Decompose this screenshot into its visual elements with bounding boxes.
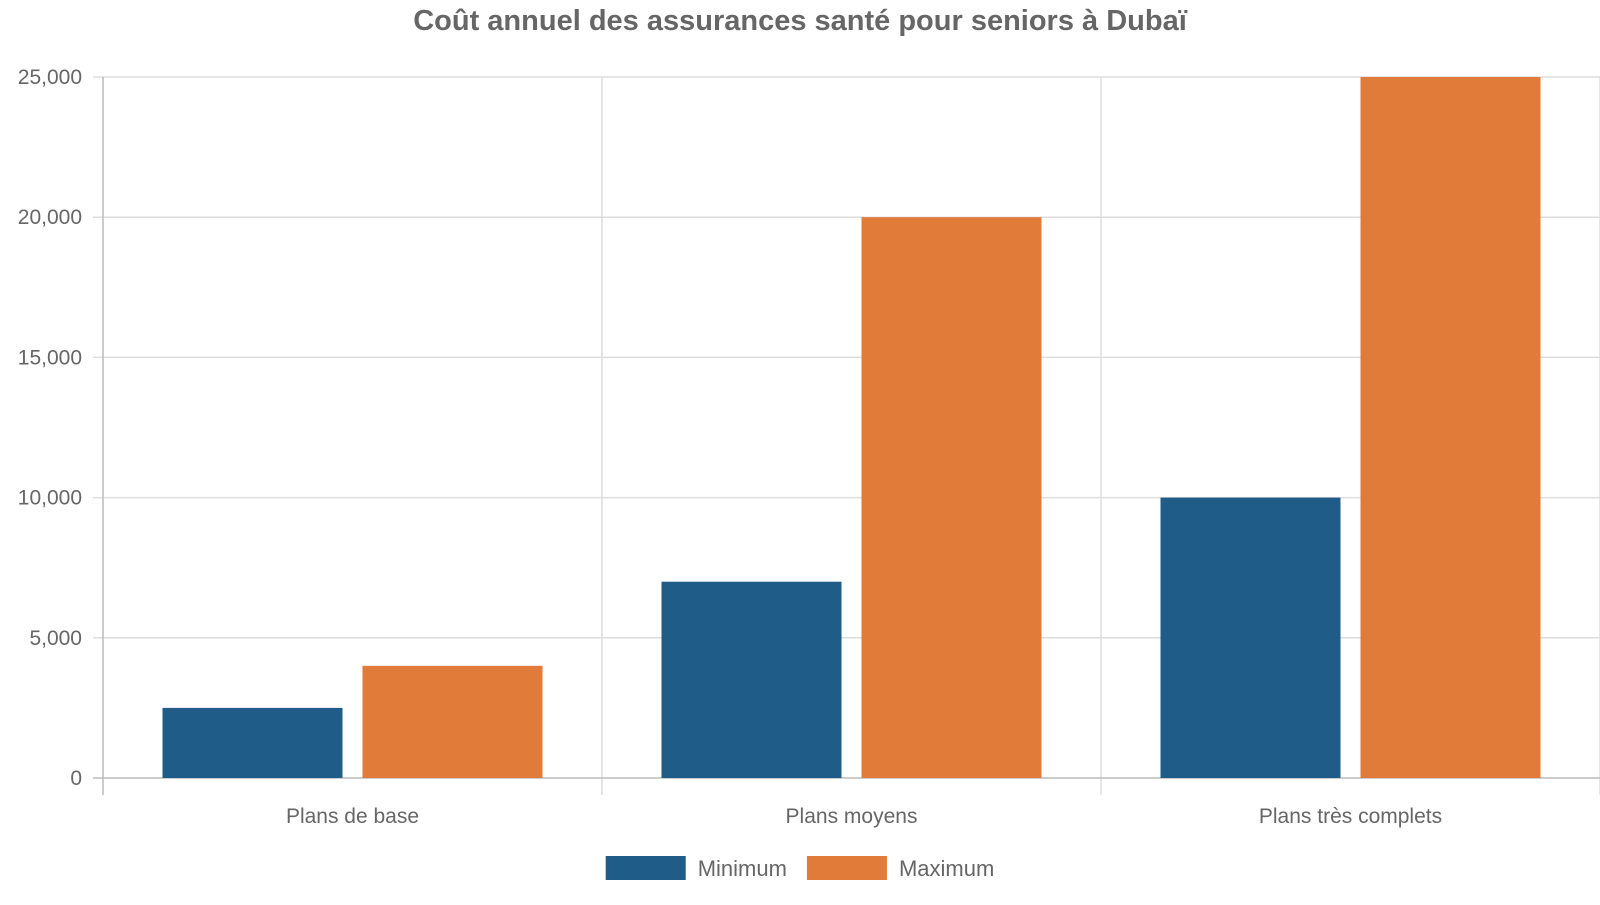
y-tick-label: 5,000: [29, 627, 82, 650]
bar-minimum-1: [162, 707, 343, 778]
bar-maximum-2: [861, 217, 1042, 778]
legend-swatch: [806, 856, 887, 880]
y-tick-label: 10,000: [18, 487, 82, 510]
legend-label: Minimum: [698, 856, 787, 881]
y-tick-label: 20,000: [18, 206, 82, 229]
x-tick-label: Plans de base: [286, 805, 419, 828]
bar-maximum-1: [362, 665, 543, 778]
legend: Minimum Maximum: [605, 856, 994, 881]
grid-lines: [93, 76, 1600, 795]
x-tick-label: Plans très complets: [1259, 805, 1442, 828]
bar-minimum-2: [661, 581, 842, 778]
bars: [162, 77, 1541, 778]
legend-item-minimum: Minimum: [605, 856, 787, 881]
legend-label: Maximum: [899, 856, 994, 881]
y-tick-label: 25,000: [18, 66, 82, 89]
y-tick-label: 0: [70, 767, 82, 790]
bar-maximum-3: [1360, 77, 1541, 778]
legend-item-maximum: Maximum: [806, 856, 994, 881]
legend-swatch: [605, 856, 686, 880]
y-axis-tick-labels: 0 5,000 10,000 15,000 20,000 25,000: [18, 66, 82, 790]
x-tick-label: Plans moyens: [786, 805, 918, 828]
x-axis-tick-labels: Plans de base Plans moyens Plans très comp…: [286, 805, 1442, 828]
y-tick-label: 15,000: [18, 346, 82, 369]
chart-title: Coût annuel des assurances santé pour se…: [413, 5, 1187, 37]
bar-minimum-3: [1160, 497, 1341, 778]
axes: [93, 77, 1600, 795]
